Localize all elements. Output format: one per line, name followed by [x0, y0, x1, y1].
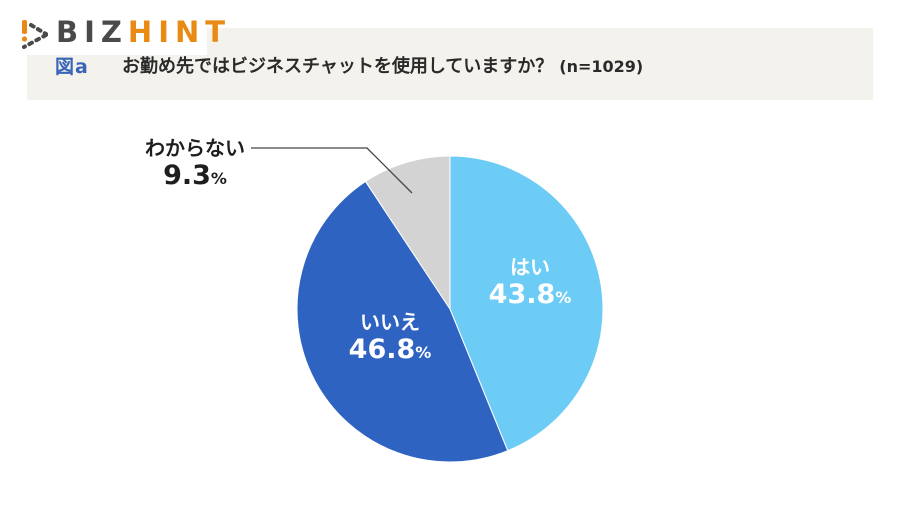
logo-wordmark: BIZHINT [56, 15, 232, 49]
pie-slice-no [296, 180, 509, 463]
slice-label-unknown: わからない 9.3% [145, 136, 245, 191]
figure-label: 図a [55, 56, 89, 78]
pie-slice-yes [449, 155, 604, 452]
logo: BIZHINT [0, 0, 225, 55]
slice-label-no: いいえ 46.8% [348, 310, 432, 365]
sample-size: (n=1029) [559, 57, 644, 76]
slice-label-yes: はい 43.8% [488, 255, 572, 310]
question-text: お勤め先ではビジネスチャットを使用していますか？ [122, 56, 554, 77]
chart-title: お勤め先ではビジネスチャットを使用していますか？ (n=1029) [122, 52, 643, 78]
leader-line [251, 147, 413, 194]
logo-mark-icon [21, 20, 48, 49]
pie-slice-unknown [364, 155, 451, 311]
